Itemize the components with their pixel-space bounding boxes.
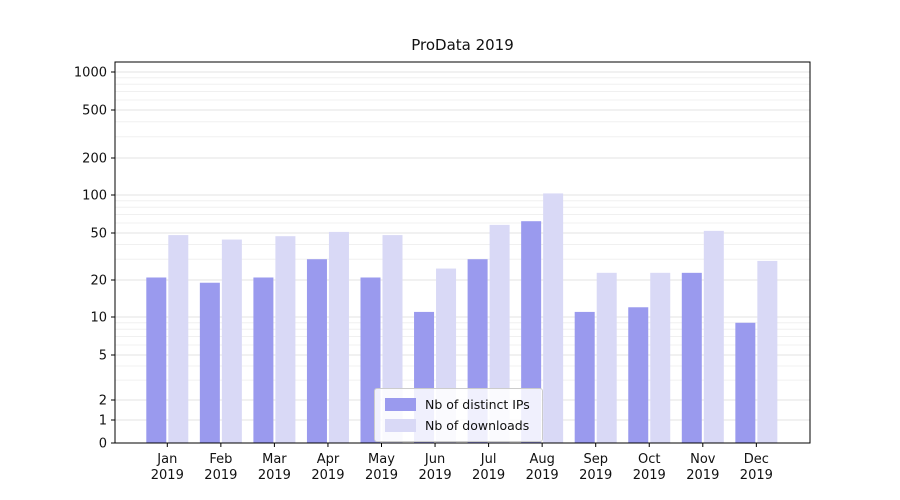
x-tick-label-month: Jun xyxy=(424,452,445,467)
x-tick-label-year: 2019 xyxy=(311,468,344,483)
bar-downloads-sep xyxy=(596,272,617,443)
bar-distinct-ips-sep xyxy=(574,311,595,443)
y-tick-label: 1000 xyxy=(74,66,107,81)
x-tick-label-month: Aug xyxy=(529,452,554,467)
x-tick-label-year: 2019 xyxy=(151,468,184,483)
x-tick-label-year: 2019 xyxy=(204,468,237,483)
y-tick-label: 50 xyxy=(90,227,107,242)
y-tick-label: 2 xyxy=(99,394,107,409)
x-tick-label-year: 2019 xyxy=(633,468,666,483)
x-tick-label-year: 2019 xyxy=(419,468,452,483)
bar-distinct-ips-apr xyxy=(306,259,327,443)
x-tick-label-year: 2019 xyxy=(740,468,773,483)
bar-downloads-apr xyxy=(328,231,349,443)
y-tick-label: 0 xyxy=(99,437,107,452)
bar-downloads-aug xyxy=(543,193,564,443)
x-tick-label-year: 2019 xyxy=(579,468,612,483)
y-tick-label: 5 xyxy=(99,349,107,364)
bar-distinct-ips-feb xyxy=(199,282,220,443)
x-tick-label-month: Apr xyxy=(317,452,340,467)
bar-downloads-dec xyxy=(757,260,778,443)
x-tick-label-year: 2019 xyxy=(258,468,291,483)
x-tick-label-year: 2019 xyxy=(472,468,505,483)
y-tick-label: 10 xyxy=(90,311,107,326)
y-tick-label: 20 xyxy=(90,274,107,289)
bar-distinct-ips-jan xyxy=(146,277,167,443)
x-tick-label-month: May xyxy=(368,452,395,467)
bar-distinct-ips-aug xyxy=(521,221,542,443)
x-tick-label-year: 2019 xyxy=(526,468,559,483)
bar-distinct-ips-dec xyxy=(735,322,756,443)
bar-downloads-feb xyxy=(221,239,242,443)
x-tick-label-year: 2019 xyxy=(686,468,719,483)
bar-downloads-jan xyxy=(168,235,189,443)
legend-label-distinct-ips: Nb of distinct IPs xyxy=(425,397,530,412)
x-tick-label-month: Nov xyxy=(690,452,716,467)
y-tick-label: 100 xyxy=(82,189,107,204)
y-tick-label: 500 xyxy=(82,104,107,119)
legend-label-downloads: Nb of downloads xyxy=(425,418,530,433)
bar-downloads-oct xyxy=(650,272,671,443)
axes-frame xyxy=(114,61,811,444)
legend-item-downloads: Nb of downloads xyxy=(385,418,530,433)
bar-distinct-ips-mar xyxy=(253,277,274,443)
x-tick-label-month: Jul xyxy=(480,452,497,467)
legend-swatch-downloads xyxy=(385,419,416,432)
bar-distinct-ips-oct xyxy=(628,307,649,443)
legend: Nb of distinct IPs Nb of downloads xyxy=(374,388,543,442)
x-tick-label-month: Mar xyxy=(262,452,287,467)
bar-downloads-mar xyxy=(275,236,296,443)
x-tick-label-year: 2019 xyxy=(365,468,398,483)
y-tick-label: 1 xyxy=(99,414,107,429)
y-tick-label: 200 xyxy=(82,152,107,167)
bar-distinct-ips-nov xyxy=(681,272,702,443)
x-tick-label-month: Feb xyxy=(209,452,232,467)
bar-downloads-nov xyxy=(703,230,724,443)
x-tick-label-month: Sep xyxy=(583,452,608,467)
legend-swatch-distinct-ips xyxy=(385,398,416,411)
x-tick-label-month: Jan xyxy=(156,452,177,467)
legend-item-distinct-ips: Nb of distinct IPs xyxy=(385,397,530,412)
x-tick-label-month: Dec xyxy=(744,452,769,467)
chart-title: ProData 2019 xyxy=(411,36,514,54)
x-tick-label-month: Oct xyxy=(638,452,660,467)
